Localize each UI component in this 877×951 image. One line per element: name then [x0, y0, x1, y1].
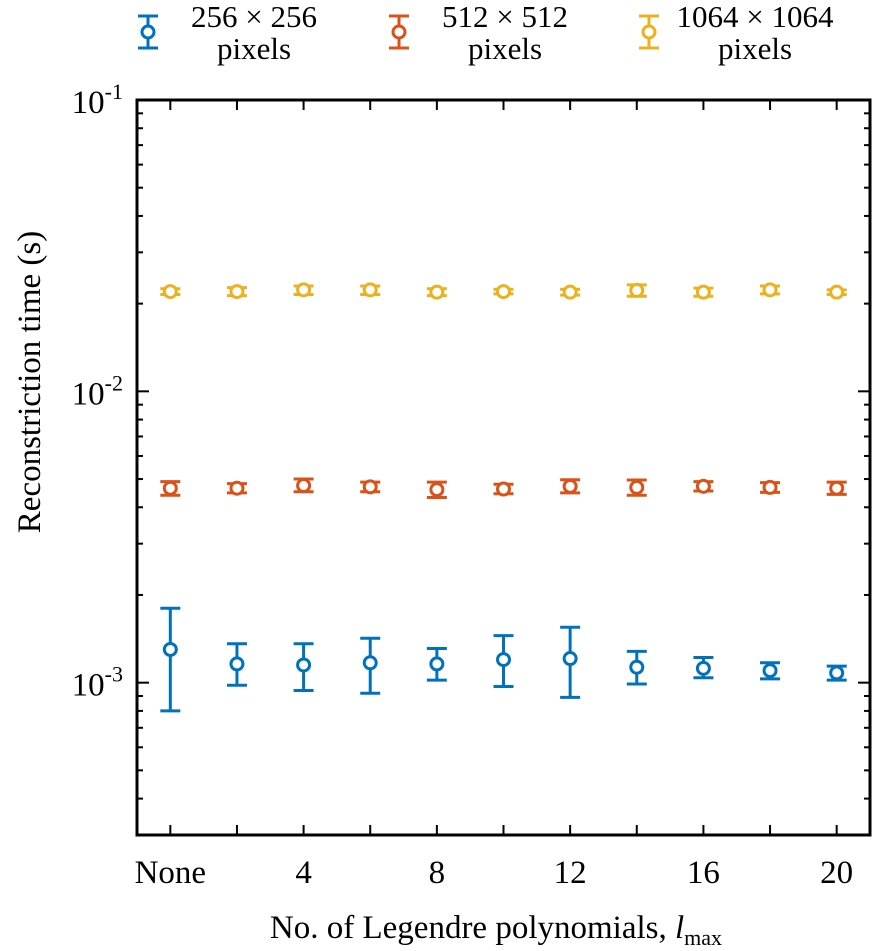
- data-point: [362, 479, 378, 495]
- data-point: [629, 659, 645, 675]
- data-point: [296, 657, 312, 673]
- data-point: [629, 479, 645, 495]
- x-tick-label: 20: [820, 855, 853, 891]
- data-point: [829, 665, 845, 681]
- data-point: [695, 284, 711, 300]
- x-axis-label-sub: max: [684, 925, 722, 950]
- data-point: [829, 480, 845, 496]
- data-point: [429, 284, 445, 300]
- data-point: [496, 652, 511, 668]
- data-point: [562, 284, 578, 300]
- x-axis-label-text: No. of Legendre polynomials,: [270, 910, 675, 946]
- x-tick-label: 4: [295, 855, 312, 891]
- data-point: [296, 478, 312, 494]
- data-point: [629, 282, 645, 298]
- data-point: [229, 656, 245, 672]
- legend-label-line2: pixels: [217, 31, 291, 66]
- data-point: [762, 282, 778, 298]
- x-tick-label: 16: [687, 855, 720, 891]
- data-point: [695, 660, 711, 676]
- data-point: [829, 284, 845, 300]
- legend-label-line2: pixels: [468, 31, 542, 66]
- x-tick-label: 8: [429, 855, 446, 891]
- data-point: [562, 651, 578, 667]
- data-point: [695, 478, 711, 494]
- data-point: [296, 282, 312, 298]
- series-1: [160, 606, 847, 713]
- legend-label-line1: 1064 × 1064: [677, 0, 834, 34]
- data-point: [762, 479, 778, 495]
- y-tick-label: 10-1: [72, 79, 123, 121]
- data-point: [562, 478, 578, 494]
- data-point: [429, 656, 445, 672]
- x-axis-label: No. of Legendre polynomials, lmax: [270, 910, 722, 950]
- data-point: [229, 480, 245, 496]
- data-point: [229, 284, 245, 300]
- data-point: [496, 284, 511, 300]
- legend-label-line1: 512 × 512: [442, 0, 568, 34]
- series-2: [160, 477, 847, 500]
- data-point: [362, 282, 378, 298]
- y-tick-label: 10-3: [72, 662, 123, 704]
- x-axis-label-var: l: [675, 910, 684, 946]
- legend-label-line1: 256 × 256: [191, 0, 317, 34]
- data-point: [429, 482, 445, 498]
- series-3: [160, 282, 847, 300]
- y-tick-label: 10-2: [72, 370, 123, 412]
- data-point: [162, 480, 178, 496]
- data-point: [362, 655, 378, 671]
- data-point: [762, 663, 778, 679]
- legend-marker: [641, 24, 657, 40]
- data-point: [496, 481, 511, 497]
- x-tick-label: 12: [554, 855, 587, 891]
- legend-label-line2: pixels: [718, 31, 792, 66]
- y-axis-label: Reconstriction time (s): [12, 231, 48, 533]
- data-point: [162, 284, 178, 300]
- plot-area: 10-3 10-2 10-1 None 4 8 12 16 20: [72, 79, 872, 891]
- axes-box: [135, 98, 872, 837]
- legend-marker: [140, 24, 156, 40]
- data-point: [162, 641, 178, 657]
- x-tick-label: None: [135, 855, 206, 891]
- legend-marker: [391, 24, 407, 40]
